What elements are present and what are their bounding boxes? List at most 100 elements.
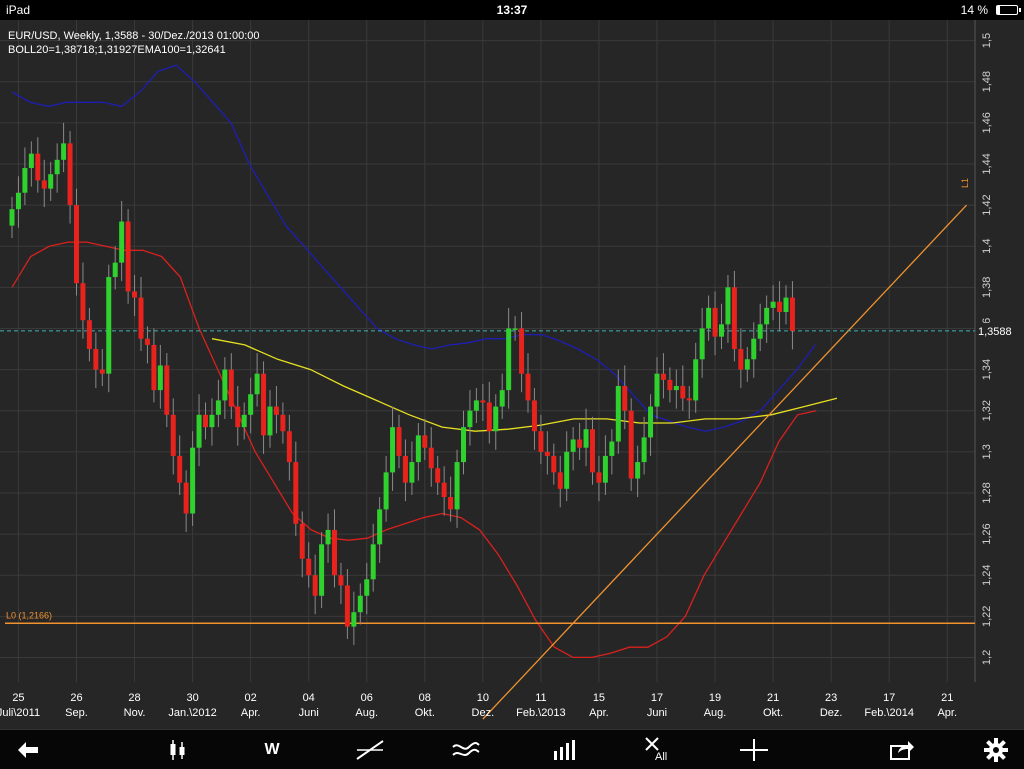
clock: 13:37 bbox=[496, 3, 528, 17]
indicator-icon bbox=[452, 741, 480, 756]
candle-body bbox=[641, 437, 647, 463]
candle-body bbox=[557, 472, 563, 489]
x-tick-label: Juni bbox=[299, 707, 319, 719]
x-tick-label: Okt. bbox=[415, 707, 435, 719]
candle-body bbox=[112, 262, 118, 278]
clear-all-label: All bbox=[655, 750, 668, 763]
candle-body bbox=[738, 349, 744, 370]
chart-header-line1: EUR/USD, Weekly, 1,3588 - 30/Dez./2013 0… bbox=[8, 30, 260, 42]
y-tick-label: 1,4 bbox=[981, 239, 993, 254]
candle-body bbox=[357, 595, 363, 613]
candle-body bbox=[454, 462, 460, 510]
candle-body bbox=[364, 579, 370, 596]
x-axis: 25 Juli\2011 26 Sep. 28 Nov. 30 Jan.\2012 02 Apr.… bbox=[0, 692, 957, 719]
x-tick-day: 02 bbox=[245, 692, 257, 704]
x-tick-day: 10 bbox=[477, 692, 489, 704]
candle-body bbox=[390, 427, 396, 473]
candle-body bbox=[789, 297, 795, 331]
chart-overlays bbox=[0, 64, 975, 720]
candle-body bbox=[119, 221, 125, 263]
candle-body bbox=[731, 287, 737, 349]
x-tick-label: Apr. bbox=[937, 707, 957, 719]
candle-body bbox=[164, 365, 170, 415]
candle-body bbox=[706, 307, 712, 329]
candle-body bbox=[22, 168, 28, 193]
candle-body bbox=[151, 344, 157, 391]
x-tick-label: Apr. bbox=[589, 707, 609, 719]
share-button[interactable] bbox=[876, 730, 928, 769]
candle-body bbox=[512, 328, 518, 330]
draw-line-button[interactable] bbox=[344, 730, 396, 769]
candle-body bbox=[203, 414, 208, 428]
volume-button[interactable] bbox=[538, 730, 590, 769]
candle-body bbox=[280, 414, 286, 432]
candle-body bbox=[196, 414, 202, 448]
x-tick-day: 21 bbox=[767, 692, 779, 704]
candle-body bbox=[777, 301, 783, 312]
trend-line bbox=[482, 204, 968, 720]
x-tick-day: 21 bbox=[941, 692, 953, 704]
x-tick-day: 17 bbox=[651, 692, 663, 704]
candle-body bbox=[254, 373, 260, 395]
candle-body bbox=[506, 328, 512, 391]
interval-button[interactable]: W bbox=[246, 730, 298, 769]
level-line-label: L0 (1,2166) bbox=[6, 610, 52, 620]
candle-body bbox=[241, 414, 247, 428]
candle-body bbox=[680, 386, 686, 399]
price-chart[interactable]: EUR/USD, Weekly, 1,3588 - 30/Dez./2013 0… bbox=[0, 20, 1024, 729]
candle-body bbox=[183, 482, 189, 514]
candle-body bbox=[667, 379, 673, 391]
candle-body bbox=[609, 441, 615, 456]
candle-body bbox=[35, 153, 41, 181]
crosshair-icon bbox=[740, 738, 768, 761]
y-tick-label: 1,3 bbox=[981, 444, 993, 459]
candle-body bbox=[93, 349, 99, 370]
candle-body bbox=[74, 205, 79, 284]
candle-body bbox=[744, 359, 750, 370]
candle-body bbox=[590, 429, 595, 473]
trend-line-label: L1 bbox=[960, 178, 970, 188]
candle-body bbox=[602, 455, 608, 483]
candle-body bbox=[415, 435, 421, 463]
candle-body bbox=[448, 497, 454, 510]
candle-body bbox=[654, 373, 660, 407]
candle-body bbox=[273, 406, 279, 415]
candle-body bbox=[383, 472, 389, 510]
x-tick-label: Juli\2011 bbox=[0, 707, 40, 719]
bottom-toolbar: W All bbox=[0, 729, 1024, 769]
candle-body bbox=[519, 328, 525, 374]
candle-body bbox=[615, 386, 621, 442]
x-tick-day: 11 bbox=[535, 692, 546, 704]
settings-button[interactable] bbox=[970, 730, 1022, 769]
candle-body bbox=[770, 301, 776, 308]
candle-body bbox=[99, 369, 105, 374]
x-tick-day: 19 bbox=[709, 692, 721, 704]
candle-body bbox=[209, 414, 215, 428]
candle-body bbox=[344, 585, 350, 627]
candle-body bbox=[299, 523, 305, 559]
gear-icon bbox=[984, 737, 1008, 762]
crosshair-button[interactable] bbox=[728, 730, 780, 769]
bollinger-upper-line bbox=[11, 64, 816, 432]
candle-body bbox=[222, 369, 228, 401]
x-tick-label: Juni bbox=[647, 707, 667, 719]
candle-body bbox=[144, 338, 150, 345]
x-tick-label: Sep. bbox=[65, 707, 88, 719]
candle-body bbox=[261, 373, 267, 436]
candle-body bbox=[622, 386, 628, 411]
clear-all-button[interactable]: All bbox=[632, 730, 684, 769]
chart-header-line2: BOLL20=1,38718;1,31927EMA100=1,32641 bbox=[8, 44, 226, 56]
clear-all-icon: All bbox=[643, 735, 673, 765]
candle-body bbox=[132, 291, 138, 298]
indicators-button[interactable] bbox=[440, 730, 492, 769]
candle-body bbox=[15, 192, 21, 210]
chart-type-button[interactable] bbox=[152, 730, 204, 769]
candle-body bbox=[693, 359, 699, 401]
x-tick-day: 08 bbox=[419, 692, 431, 704]
back-button[interactable] bbox=[2, 730, 54, 769]
x-tick-day: 17 bbox=[883, 692, 895, 704]
candle-body bbox=[525, 373, 531, 401]
candle-body bbox=[486, 402, 492, 432]
candle-body bbox=[473, 400, 479, 411]
y-tick-label: 1,42 bbox=[981, 194, 993, 215]
